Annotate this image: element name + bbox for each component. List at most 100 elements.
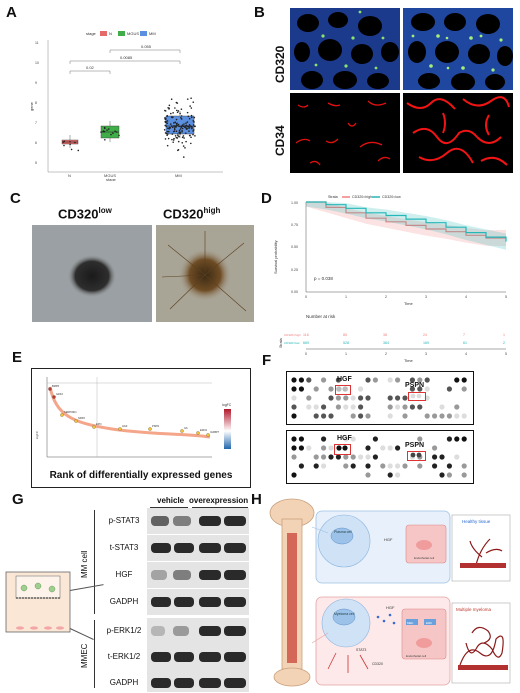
point-mm xyxy=(168,127,170,130)
wb-bracket-mmec xyxy=(94,620,95,688)
array-spot xyxy=(432,463,438,469)
point-mm xyxy=(176,111,179,114)
point-mm xyxy=(191,126,193,129)
point-mm xyxy=(190,142,192,145)
survival-svg: Strata CD320=high CD320=low Survival pro… xyxy=(273,195,507,363)
wb-col-vehicle: vehicle xyxy=(157,496,185,505)
km-xtick: 1 xyxy=(345,295,347,299)
array-spot xyxy=(298,377,304,383)
km-y-label: Survival probability xyxy=(273,240,278,274)
km-band-1 xyxy=(306,202,506,250)
ytick-7: 7 xyxy=(35,121,37,125)
array-spot xyxy=(358,454,364,460)
xtick-n: N xyxy=(68,173,71,178)
point-mm xyxy=(182,156,185,158)
gene-label: IGFBP7 xyxy=(210,430,220,434)
point-mgus xyxy=(104,138,106,141)
image-colony-low xyxy=(32,225,152,322)
array-top-hgf-box xyxy=(335,385,351,395)
healthy-tissue-label: Healthy tissue xyxy=(462,519,491,524)
risk-xtick: 2 xyxy=(385,352,387,356)
km-pvalue: p = 0.038 xyxy=(314,276,333,281)
risk-row-high-label: CD320=high xyxy=(284,333,301,337)
schematic-svg: Plasma cell HGF Endothelial cell Healthy… xyxy=(269,498,511,687)
array-spot xyxy=(298,386,304,392)
xtick-mgus: MGUS xyxy=(104,173,116,178)
legend-item-n: N xyxy=(109,31,112,36)
point-mm xyxy=(186,121,189,123)
array-spot xyxy=(432,445,438,451)
point-mm xyxy=(181,127,184,130)
panel-label-b: B xyxy=(254,4,265,21)
point-mm xyxy=(181,142,184,144)
array-spot xyxy=(335,377,341,383)
array-spot xyxy=(306,445,312,451)
image-cd320-low xyxy=(290,8,400,90)
point-mm xyxy=(163,129,166,131)
array-spot-hgf xyxy=(342,386,348,392)
array-top-pspn: PSPN xyxy=(405,382,425,389)
point-mm xyxy=(173,137,175,140)
point-mm xyxy=(168,126,171,129)
km-ytick-50: 0.50 xyxy=(291,245,298,249)
risk-xtick: 4 xyxy=(465,352,467,356)
rank-y-label: logFC xyxy=(35,430,39,439)
point-mm xyxy=(189,105,191,107)
point-mm xyxy=(166,144,169,147)
array-spot xyxy=(350,463,356,469)
array-spot xyxy=(424,386,430,392)
array-spot xyxy=(350,413,356,419)
label-cd34: CD34 xyxy=(273,125,287,156)
array-top-svg xyxy=(291,377,467,419)
array-spot xyxy=(372,454,378,460)
point-mgus xyxy=(103,127,106,130)
wb-label-gadph-1: GADPH xyxy=(109,597,139,606)
risk-low-value: 61 xyxy=(463,341,467,345)
point-mm xyxy=(188,130,190,132)
pvalue-3: 0.055 xyxy=(141,44,152,49)
row-label-cd34: CD34 xyxy=(273,108,287,168)
point-mm xyxy=(181,124,184,126)
array-spot xyxy=(321,454,327,460)
point-mm xyxy=(173,128,176,131)
point-mm xyxy=(192,120,195,122)
array-spot xyxy=(446,436,452,442)
cd320-label: CD320 xyxy=(372,662,383,666)
array-spot xyxy=(358,413,364,419)
gene-point xyxy=(60,413,64,417)
point-n xyxy=(77,149,80,152)
point-mm xyxy=(188,124,191,126)
point-mm xyxy=(177,149,179,152)
bracket-3 xyxy=(109,49,181,53)
gene-point xyxy=(52,395,56,399)
point-mm xyxy=(184,147,186,149)
risk-low-value: 669 xyxy=(303,341,309,345)
gene-point xyxy=(180,429,184,433)
array-spot xyxy=(395,445,401,451)
km-xtick: 2 xyxy=(385,295,387,299)
array-spot xyxy=(350,454,356,460)
legend-swatch-mgus xyxy=(118,31,125,36)
legend-title: stage xyxy=(86,31,97,36)
wb-label-gadph-2: GADPH xyxy=(109,678,139,687)
stat3-label: STAT3 xyxy=(356,648,366,652)
array-spot xyxy=(454,377,460,383)
point-mm xyxy=(175,130,178,133)
pvalue-1: 0.02 xyxy=(86,65,95,70)
gene-point xyxy=(74,419,78,423)
array-spot xyxy=(439,413,445,419)
array-spot xyxy=(313,386,319,392)
array-bottom-svg xyxy=(291,436,467,478)
point-mm xyxy=(190,107,193,109)
point-mm xyxy=(189,125,192,127)
point-mm xyxy=(172,130,175,133)
point-mm xyxy=(173,125,176,127)
point-mm xyxy=(182,145,185,147)
array-spot xyxy=(454,436,460,442)
gene-label: IL6 xyxy=(184,426,188,430)
array-spot xyxy=(454,404,460,410)
label-cd320-high-text: CD320 xyxy=(163,206,204,222)
point-mgus xyxy=(112,132,114,134)
point-mm xyxy=(174,107,176,109)
